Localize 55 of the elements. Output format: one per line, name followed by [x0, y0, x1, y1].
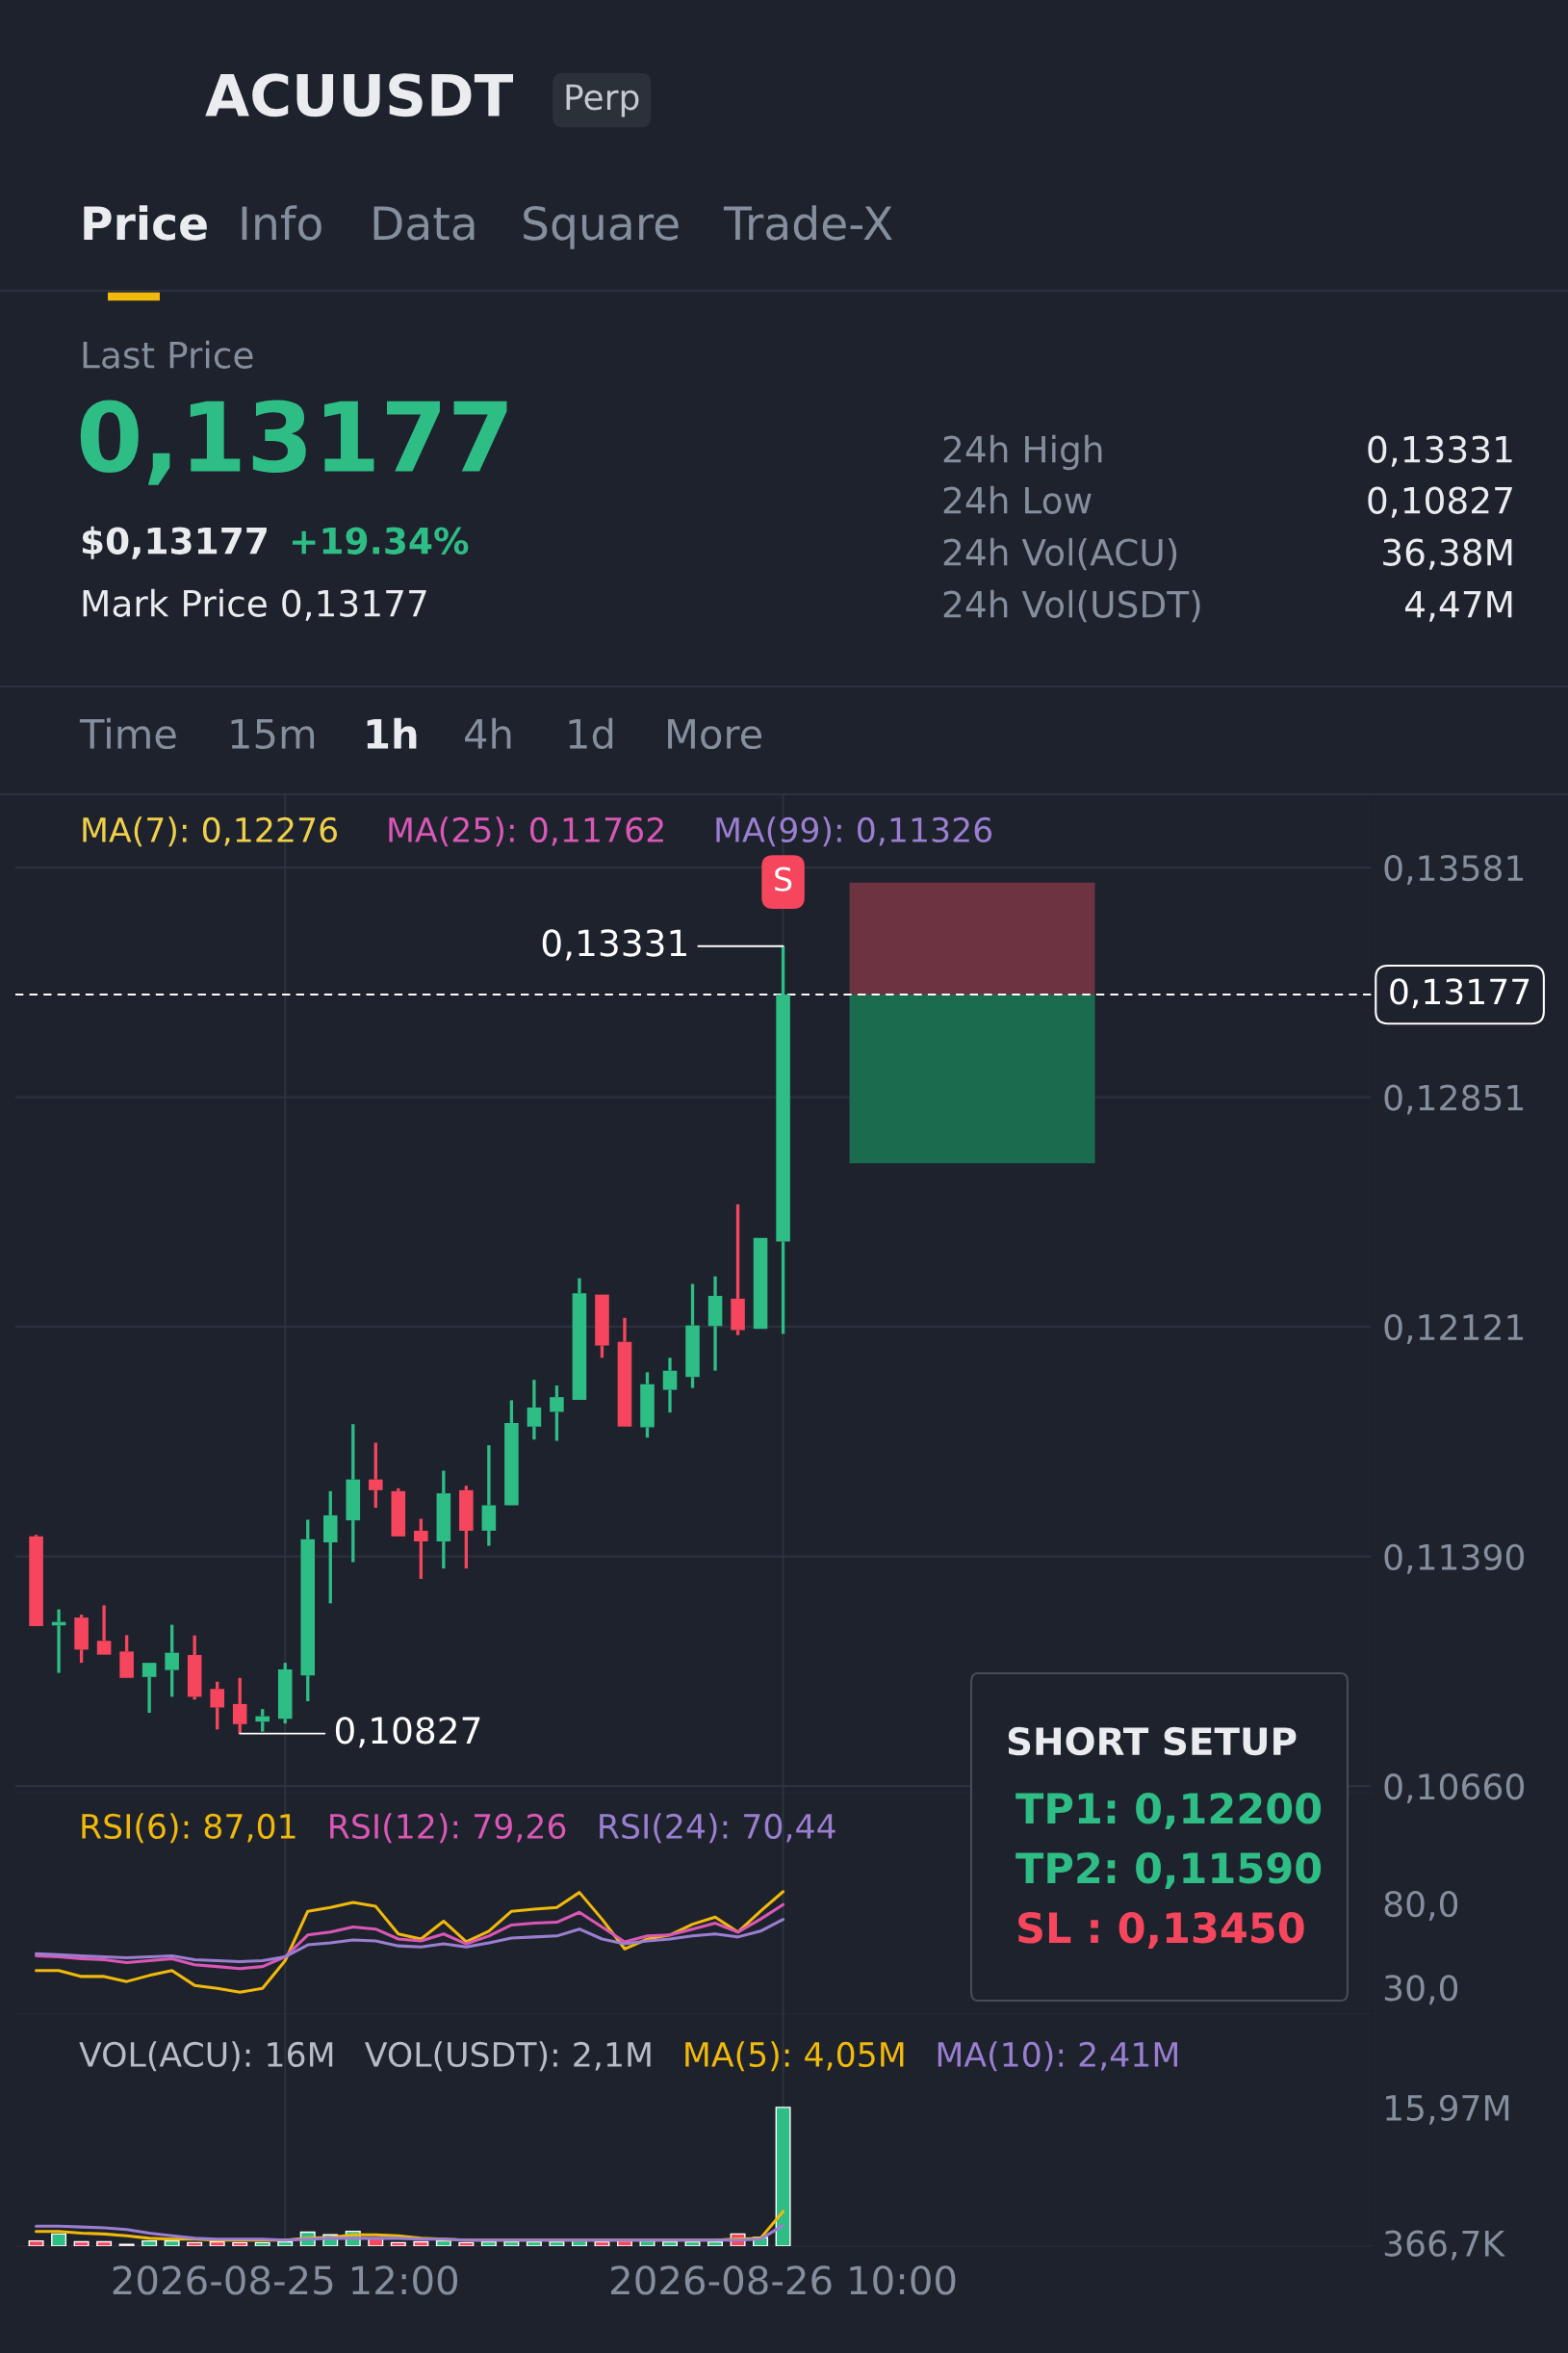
annotation: TP1: 0,12200	[1015, 1792, 1322, 1829]
text: Data	[373, 206, 475, 241]
y-tick-label: 0,10660	[1384, 1773, 1525, 1804]
text: More	[668, 719, 762, 750]
annotation: MA(7): 0,12276	[83, 816, 338, 847]
x-tick-label: 2026-08-26 10:00	[611, 2265, 956, 2295]
text: 0,13177	[80, 400, 507, 485]
annotation: VOL(USDT): 2,1M	[365, 2041, 651, 2072]
text: RSI(12): 79,26	[330, 1813, 566, 1844]
x-tick-label: 2026-08-25 12:00	[113, 2265, 458, 2295]
annotation: 0,13331	[542, 929, 686, 961]
annotation: 0,10827	[335, 1717, 480, 1748]
text: 0,13331	[1368, 435, 1512, 467]
text: Perp	[566, 84, 639, 117]
y-tick-label: 15,97M	[1386, 2094, 1509, 2125]
text: 4,47M	[1404, 591, 1512, 622]
annotation: SL : 0,13450	[1018, 1911, 1304, 1949]
text: 36,38M	[1383, 538, 1512, 570]
text: MA(10): 2,41M	[938, 2041, 1177, 2072]
y-tick-label: 0,13581	[1384, 855, 1524, 886]
text: Mark Price 0,13177	[83, 588, 426, 621]
ref-line-label: 0,13177	[1390, 978, 1529, 1009]
y-tick-label: 0,11390	[1384, 1543, 1525, 1574]
text: $0,13177	[82, 526, 267, 559]
text: 1d	[569, 717, 613, 750]
text: +19.34%	[292, 527, 469, 555]
y-tick-label: 0,12121	[1384, 1313, 1524, 1344]
text: 24h Vol(USDT)	[943, 589, 1200, 623]
annotation: TP2: 0,11590	[1015, 1851, 1322, 1889]
text: 24h High	[943, 434, 1102, 471]
text: Last Price	[83, 340, 253, 369]
text: 1h	[367, 717, 417, 749]
text: 4h	[465, 717, 511, 749]
y-tick-label: 30,0	[1384, 1975, 1458, 2005]
text: RSI(24): 70,44	[600, 1813, 835, 1844]
annotation: VOL(ACU): 16M	[79, 2041, 333, 2072]
text: Price	[84, 205, 207, 241]
annotation: MA(99): 0,11326	[716, 816, 992, 847]
y-tick-label: 366,7K	[1384, 2230, 1505, 2261]
text: 24h Low	[943, 485, 1092, 514]
text: 15m	[231, 719, 315, 750]
text: Info	[242, 205, 321, 241]
text: Trade-X	[723, 205, 892, 241]
text: RSI(6): 87,01	[82, 1813, 296, 1844]
text: 24h Vol(ACU)	[943, 537, 1177, 571]
y-tick-label: 80,0	[1384, 1890, 1458, 1921]
chart-title: ACUUSDT	[205, 73, 514, 117]
annotation: MA(25): 0,11762	[389, 816, 663, 847]
annotation: SHORT SETUP	[1008, 1726, 1297, 1756]
text: MA(5): 4,05M	[685, 2041, 904, 2072]
text: Time	[79, 717, 176, 750]
text: Square	[524, 205, 679, 249]
text: 0,10827	[1368, 486, 1512, 518]
annotation: S	[775, 866, 792, 892]
y-tick-label: 0,12851	[1384, 1084, 1524, 1115]
